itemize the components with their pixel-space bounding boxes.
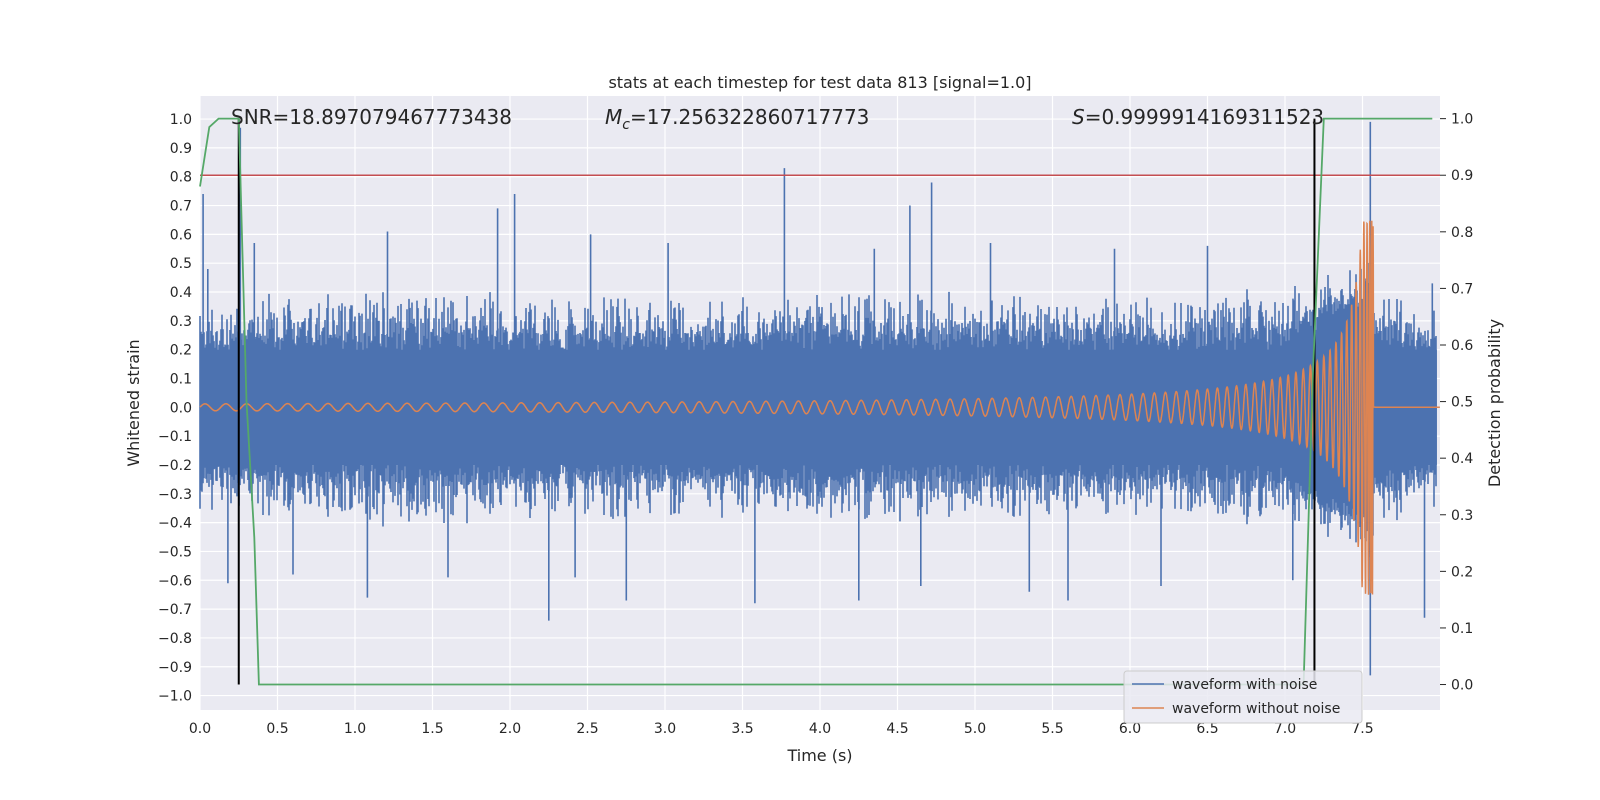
y-tick-label: 0.7 [170,199,192,215]
y2-tick-label: 0.9 [1451,168,1473,184]
tick-labels: 0.0 0.5 1.0 1.5 2.0 2.5 3.0 3.5 4.0 4.5 5.0 5.5 6.0 6… [158,112,1473,737]
y2-tick-label: 0.0 [1451,678,1473,694]
y-tick-label: 0.4 [170,285,192,301]
x-tick-label: 5.5 [1041,721,1063,737]
y2-tick-label: 0.7 [1451,281,1473,297]
y-tick-label: −0.6 [158,573,192,589]
y-tick-label: 0.9 [170,141,192,157]
x-tick-label: 1.0 [344,721,366,737]
y-tick-label: 0.0 [170,400,192,416]
y-tick-label: 0.6 [170,227,192,243]
y-tick-label: −0.2 [158,458,192,474]
noise-series-layer [199,121,1437,676]
score-symbol: S [1072,105,1085,129]
y-tick-label: 0.5 [170,256,192,272]
chirp-mass-symbol: M [605,105,622,129]
y-tick-label: −0.8 [158,631,192,647]
x-tick-label: 6.5 [1196,721,1218,737]
legend: waveform with noise waveform without noi… [1123,670,1363,724]
y-tick-label: −0.9 [158,660,192,676]
snr-annotation: SNR=18.897079467773438 [231,105,512,129]
probability-series-line [199,117,1433,686]
x-tick-label: 6.0 [1119,721,1141,737]
y-tick-label: 1.0 [170,112,192,128]
chirp-mass-annotation: Mc=17.256322860717773 [605,105,869,133]
y2-tick-label: 0.8 [1451,225,1473,241]
y-tick-label: 0.1 [170,371,192,387]
x-tick-label: 7.5 [1351,721,1373,737]
x-tick-label: 2.5 [576,721,598,737]
legend-label-clean: waveform without noise [1172,701,1340,717]
x-tick-label: 5.0 [964,721,986,737]
y-tick-label: −0.4 [158,516,192,532]
x-tick-label: 3.5 [731,721,753,737]
y2-tick-label: 0.3 [1451,508,1473,524]
y2-tick-label: 0.5 [1451,395,1473,411]
y2-tick-label: 0.1 [1451,621,1473,637]
score-annotation: S=0.9999914169311523 [1072,105,1324,129]
y-tick-label: −0.7 [158,602,192,618]
clean-series-line [199,220,1440,595]
legend-box [1123,670,1363,724]
clean-series-layer [199,220,1440,595]
y-tick-label: 0.3 [170,314,192,330]
y-tick-label: −0.1 [158,429,192,445]
legend-label-noise: waveform with noise [1172,677,1317,693]
y-axis-label: Whitened strain [124,339,143,466]
y-tick-label: −0.3 [158,487,192,503]
y-tick-label: 0.8 [170,170,192,186]
x-tick-label: 3.0 [654,721,676,737]
chirp-mass-subscript: c [622,117,630,133]
y2-tick-label: 1.0 [1451,112,1473,128]
y2-tick-label: 0.4 [1451,451,1473,467]
chart-title: stats at each timestep for test data 813… [608,73,1031,92]
score-value: =0.9999914169311523 [1085,105,1324,129]
x-tick-label: 7.0 [1274,721,1296,737]
y-tick-label: 0.2 [170,343,192,359]
y-tick-label: −1.0 [158,689,192,705]
y2-tick-label: 0.6 [1451,338,1473,354]
x-axis-label: Time (s) [786,746,852,765]
x-tick-label: 4.0 [809,721,831,737]
x-tick-label: 4.5 [886,721,908,737]
y2-axis-label: Detection probability [1485,319,1504,487]
x-tick-label: 0.5 [266,721,288,737]
chirp-mass-value: =17.256322860717773 [630,105,869,129]
x-tick-label: 0.0 [189,721,211,737]
x-tick-label: 1.5 [421,721,443,737]
x-tick-label: 2.0 [499,721,521,737]
y2-tick-label: 0.2 [1451,564,1473,580]
overlay-layer [199,117,1440,686]
y-tick-label: −0.5 [158,544,192,560]
